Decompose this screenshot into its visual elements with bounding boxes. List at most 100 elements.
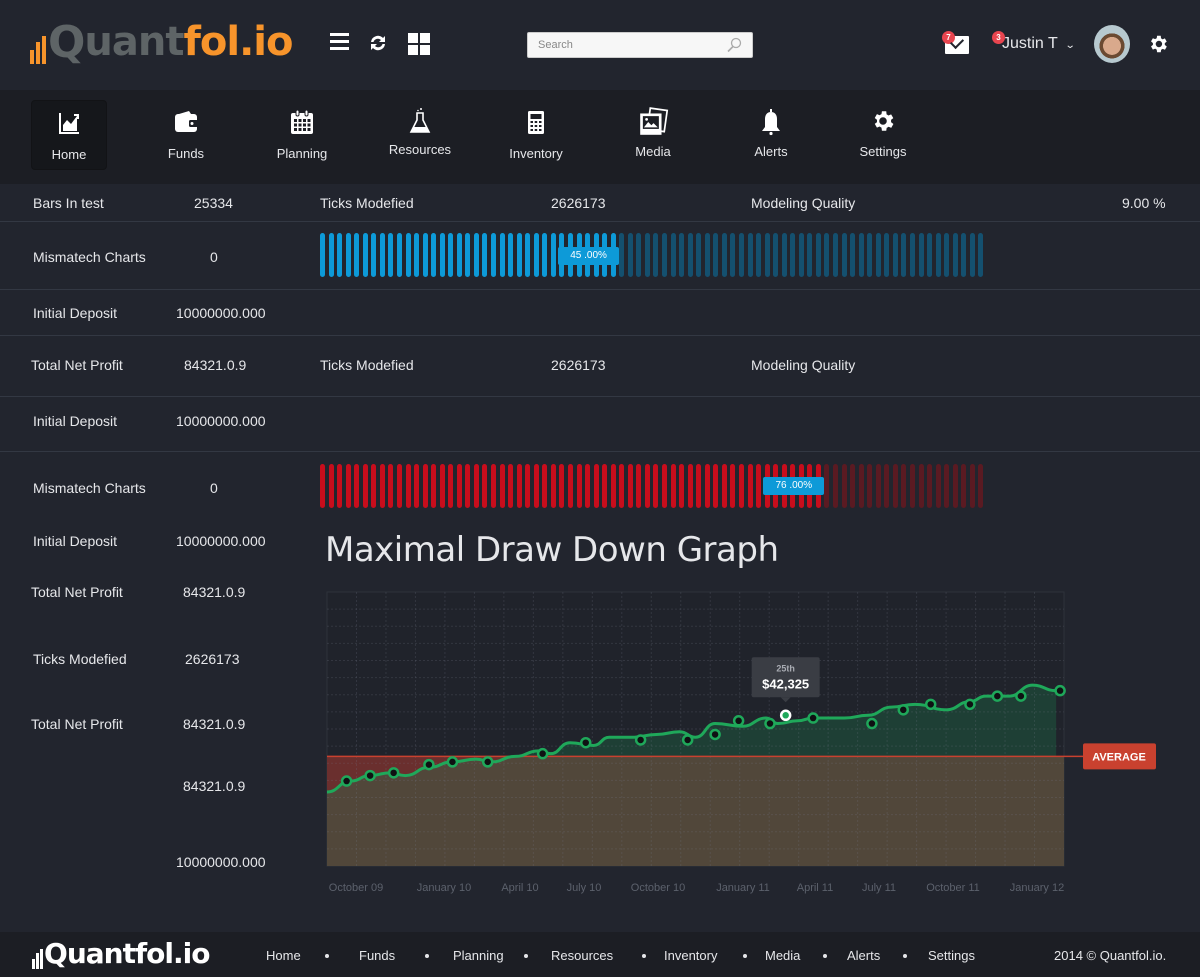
progress-tick-empty [858,233,864,277]
red-progress-label: 76 .00% [763,477,825,495]
progress-tick-empty [679,233,685,277]
chevron-down-icon: ⌄ [1064,40,1076,51]
left-stat-label: Total Net Profit [31,716,123,732]
progress-tick-empty [627,233,633,277]
left-stat-label: Total Net Profit [31,584,123,600]
progress-tick-filled [610,464,616,508]
calculator-icon [528,111,544,134]
progress-tick-empty [867,233,873,277]
nav-item-settings[interactable]: Settings [845,100,921,170]
progress-tick-filled [422,464,428,508]
progress-tick-empty [636,233,642,277]
nav-label: Resources [388,142,452,157]
hamburger-menu-icon[interactable] [330,33,352,55]
nav-item-alerts[interactable]: Alerts [733,100,809,170]
nav-item-media[interactable]: Media [615,100,691,170]
progress-tick-filled [371,233,377,277]
progress-tick-empty [918,233,924,277]
highlighted-data-point [779,709,792,722]
chart-icon [59,113,79,134]
left-stat-label: Ticks Modefied [33,651,127,667]
progress-tick-filled [354,464,360,508]
progress-tick-empty [952,464,958,508]
progress-tick-filled [431,233,437,277]
logo-q-glyph: Q [48,16,85,68]
footer-link-resources[interactable]: Resources [551,948,614,963]
progress-tick-filled [559,464,565,508]
ticks-modified-label: Ticks Modefied [320,357,414,373]
footer-link-home[interactable]: Home [266,948,301,963]
progress-tick-empty [833,233,838,277]
progress-tick-filled [533,233,539,277]
progress-tick-empty [901,464,907,508]
brand-logo[interactable]: Q uant fol.io [30,16,293,68]
nav-item-home[interactable]: Home [31,100,107,170]
refresh-icon[interactable] [367,32,389,54]
nav-item-inventory[interactable]: Inventory [498,100,574,170]
progress-tick-filled [499,233,505,277]
photos-icon [640,107,669,135]
progress-tick-filled [593,464,599,508]
progress-tick-empty [969,464,975,508]
progress-tick-filled [431,464,437,508]
top-header: Q uant fol.io 7 3 Justin T ⌄ [0,0,1200,90]
nav-item-planning[interactable]: Planning [264,100,340,170]
progress-tick-filled [473,233,479,277]
progress-tick-empty [687,233,693,277]
ticks-modified-value: 2626173 [551,195,606,211]
data-point [423,758,435,771]
progress-tick-filled [713,464,719,508]
progress-tick-filled [320,233,325,277]
gear-icon[interactable] [1147,33,1169,55]
progress-tick-filled [396,464,402,508]
logo-text-orange: fol.io [183,19,293,65]
progress-tick-empty [909,233,915,277]
progress-tick-filled [525,233,531,277]
calendar-icon [291,109,313,134]
nav-label: Media [635,144,671,159]
mail-icon[interactable]: 7 [942,31,969,54]
progress-tick-filled [388,233,394,277]
progress-tick-empty [978,233,984,277]
drawdown-area [327,756,516,793]
nav-item-resources[interactable]: Resources [382,100,458,170]
x-tick-label: October 11 [926,882,980,894]
progress-tick-filled [747,464,753,508]
grid-apps-icon[interactable] [408,33,430,55]
search-input[interactable] [528,33,718,57]
progress-tick-filled [704,464,710,508]
footer-link-alerts[interactable]: Alerts [847,948,881,963]
progress-tick-filled [456,233,462,277]
bell-icon [762,109,780,136]
progress-tick-empty [738,233,744,277]
footer-link-funds[interactable]: Funds [359,948,396,963]
footer-link-inventory[interactable]: Inventory [664,948,718,963]
progress-tick-empty [875,464,881,508]
gear-icon [874,111,894,131]
footer-link-settings[interactable]: Settings [928,948,975,963]
nav-label: Funds [167,146,205,161]
x-tick-label: January 10 [417,882,471,894]
progress-tick-empty [884,233,890,277]
footer: Q uantfol.io Home Funds Planning Resourc… [0,932,1200,977]
search-icon[interactable] [726,37,742,53]
below-average-area [327,756,1064,866]
progress-tick-filled [362,464,368,508]
progress-tick-filled [482,464,488,508]
progress-tick-filled [448,464,454,508]
footer-logo-bars-icon [32,948,43,969]
search-box[interactable] [527,32,753,58]
progress-tick-filled [687,464,693,508]
chart-title: Maximal Draw Down Graph [325,530,779,570]
footer-logo[interactable]: Q uantfol.io [32,937,210,970]
avatar[interactable] [1094,25,1130,63]
footer-link-media[interactable]: Media [765,948,801,963]
x-tick-label: April 10 [501,882,538,894]
mismatch-charts-value: 0 [210,249,218,265]
modeling-quality-label: Modeling Quality [751,357,856,373]
nav-item-funds[interactable]: Funds [148,100,224,170]
footer-link-planning[interactable]: Planning [453,948,504,963]
stats-row-2: Mismatech Charts 0 45 .00% [0,222,1200,290]
user-menu[interactable]: 3 Justin T ⌄ [992,31,1076,53]
